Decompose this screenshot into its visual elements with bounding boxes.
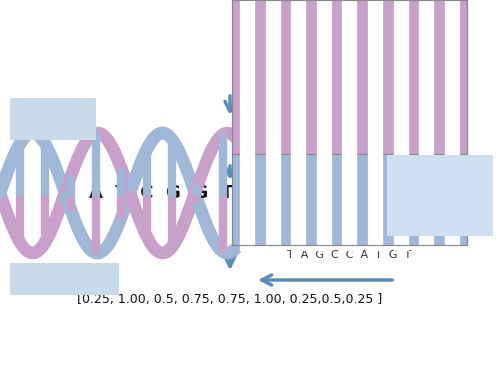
FancyBboxPatch shape [10,263,119,295]
Text: C:0.50: C:0.50 [420,178,458,192]
Bar [231,0,466,154]
Bar [231,154,466,245]
FancyBboxPatch shape [386,155,492,236]
Text: Vectorization: Vectorization [26,272,102,286]
Text: T  A  G  C  C  A  T  G  T: T A G C C A T G T [287,250,411,260]
Text: A  T  C  G  G  T  A  C  A: A T C G G T A C A [287,5,411,15]
Text: DNA
Sequence: DNA Sequence [24,104,82,135]
Text: T:1.00: T:1.00 [421,213,457,225]
Text: A:0.25: A:0.25 [420,161,458,175]
FancyBboxPatch shape [10,98,96,140]
Text: [0.25, 1.00, 0.5, 0.75, 0.75, 1.00, 0.25,0.5,0.25 ]: [0.25, 1.00, 0.5, 0.75, 0.75, 1.00, 0.25… [77,293,382,307]
Text: A  T  C  G  G  T  A  C  A: A T C G G T A C A [89,184,311,202]
Text: G:0.75: G:0.75 [420,196,458,208]
